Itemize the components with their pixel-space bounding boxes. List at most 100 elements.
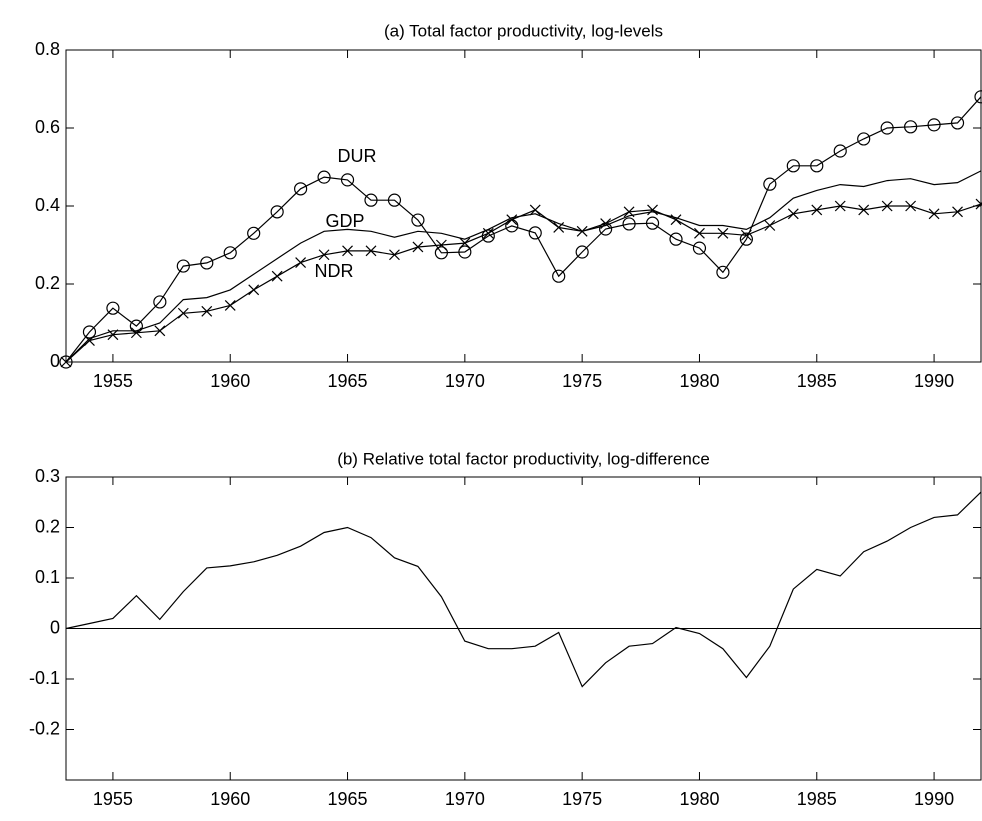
marker	[763, 177, 777, 191]
marker	[107, 329, 119, 341]
marker	[786, 159, 800, 173]
marker	[694, 227, 705, 239]
marker	[200, 256, 214, 270]
marker	[270, 205, 284, 219]
marker	[576, 225, 588, 237]
x-tick-label: 1985	[797, 371, 837, 391]
series-label: NDR	[315, 261, 354, 281]
x-tick-label: 1965	[328, 789, 368, 809]
marker	[692, 241, 707, 255]
marker	[905, 200, 917, 212]
series-line	[65, 203, 982, 363]
marker	[740, 229, 752, 241]
x-tick-label: 1985	[797, 789, 837, 809]
marker	[928, 208, 940, 220]
marker	[950, 116, 965, 130]
marker	[600, 218, 612, 229]
y-tick-label: -0.1	[29, 668, 60, 688]
marker	[176, 259, 190, 273]
x-tick-label: 1975	[562, 789, 602, 809]
marker	[154, 325, 166, 337]
marker	[904, 120, 918, 134]
series-line	[65, 491, 982, 688]
marker	[974, 90, 982, 104]
marker	[340, 173, 355, 187]
marker	[364, 193, 378, 207]
x-tick-label: 1975	[562, 371, 602, 391]
marker	[529, 204, 541, 216]
series-line	[65, 170, 982, 363]
x-tick-label: 1990	[914, 371, 954, 391]
marker	[434, 246, 448, 260]
marker	[834, 200, 846, 212]
marker	[435, 239, 447, 251]
marker	[317, 170, 331, 184]
marker	[575, 245, 589, 259]
x-tick-label: 1960	[210, 371, 250, 391]
marker	[201, 305, 213, 317]
marker	[739, 232, 753, 246]
marker	[459, 237, 471, 249]
marker	[224, 300, 236, 311]
marker	[411, 213, 425, 227]
marker	[153, 295, 167, 309]
marker	[318, 249, 330, 261]
y-tick-label: 0	[50, 351, 60, 371]
marker	[764, 220, 776, 231]
x-tick-label: 1970	[445, 789, 485, 809]
marker	[295, 257, 307, 268]
marker	[389, 249, 400, 261]
x-tick-label: 1955	[93, 371, 133, 391]
y-tick-label: 0.1	[35, 567, 60, 587]
y-tick-label: 0.6	[35, 117, 60, 137]
marker	[482, 227, 494, 239]
x-tick-label: 1980	[679, 371, 719, 391]
marker	[858, 204, 870, 216]
marker	[82, 325, 97, 339]
marker	[506, 214, 518, 226]
marker	[811, 204, 823, 216]
marker	[106, 301, 120, 315]
marker	[857, 132, 871, 146]
chart-title: (b) Relative total factor productivity, …	[337, 449, 710, 468]
marker	[223, 246, 237, 260]
x-tick-label: 1965	[328, 371, 368, 391]
marker	[271, 270, 283, 282]
marker	[880, 121, 894, 135]
marker	[248, 284, 260, 296]
x-tick-label: 1955	[93, 789, 133, 809]
chart-title: (a) Total factor productivity, log-level…	[384, 21, 663, 40]
y-tick-label: 0.4	[35, 195, 60, 215]
marker	[717, 227, 729, 239]
marker	[927, 118, 941, 132]
marker	[716, 265, 730, 279]
marker	[60, 356, 72, 368]
series-line	[65, 96, 982, 363]
marker	[647, 204, 658, 216]
marker	[247, 226, 261, 240]
marker	[881, 200, 893, 212]
marker	[787, 208, 799, 220]
marker	[669, 232, 683, 246]
marker	[177, 307, 189, 319]
marker	[622, 217, 636, 231]
marker	[553, 222, 565, 233]
x-tick-label: 1960	[210, 789, 250, 809]
marker	[975, 198, 982, 210]
x-tick-label: 1970	[445, 371, 485, 391]
marker	[623, 206, 635, 218]
series-label: GDP	[325, 211, 364, 231]
y-tick-label: 0.2	[35, 516, 60, 536]
series-label: DUR	[338, 146, 377, 166]
marker	[458, 245, 472, 259]
x-tick-label: 1990	[914, 789, 954, 809]
marker	[833, 144, 847, 158]
marker	[528, 226, 542, 240]
marker	[670, 214, 682, 226]
marker	[810, 159, 824, 173]
y-tick-label: 0.2	[35, 273, 60, 293]
marker	[365, 245, 377, 257]
marker	[952, 206, 963, 218]
y-tick-label: -0.2	[29, 718, 60, 738]
